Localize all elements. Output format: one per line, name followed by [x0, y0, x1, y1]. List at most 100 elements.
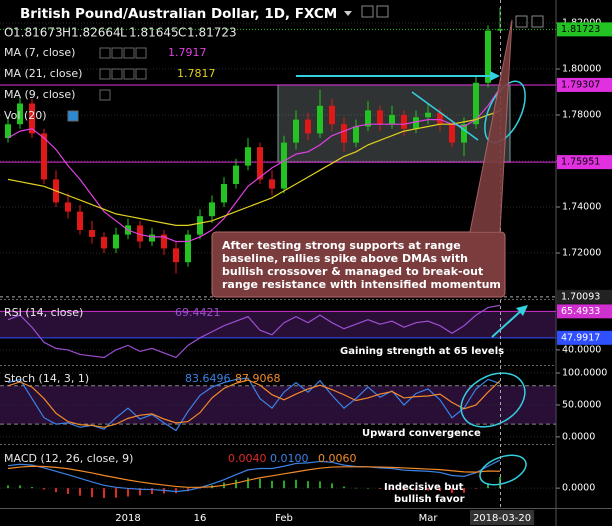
candle-body [17, 103, 23, 125]
histogram-bar [487, 483, 489, 489]
crosshair-label: 1.70093 [561, 291, 600, 302]
legend-icon [123, 47, 135, 59]
data-layer [0, 7, 556, 498]
legend-icon [135, 47, 147, 59]
y-tick-label: 0.0000 [562, 483, 595, 494]
candle-body [377, 110, 383, 125]
last-price-label: 1.81723 [561, 24, 600, 35]
candle-body [281, 142, 287, 189]
histogram-bar [91, 488, 93, 498]
candle-body [221, 184, 227, 203]
highlight-ellipse [460, 372, 526, 428]
ohlc-value: 1.81673 [13, 26, 63, 40]
histogram-bar [31, 487, 33, 489]
settings-icon[interactable] [376, 5, 389, 18]
histogram-bar [307, 481, 309, 489]
candle-body [365, 110, 371, 127]
candle-body [257, 147, 263, 180]
y-tick-label: 1.80000 [562, 64, 601, 75]
candle-body [425, 112, 431, 118]
ohlc-value: 1.82664 [71, 26, 121, 40]
annotation-text: bullish crossover & managed to break-out [222, 265, 483, 278]
moving-average [7, 87, 501, 243]
settings-icon[interactable] [361, 5, 374, 18]
candle-body [413, 117, 419, 129]
trend-line [411, 91, 479, 141]
candle-body [389, 115, 395, 125]
x-tick-label: 16 [194, 513, 207, 524]
crosshair-date-box [470, 510, 534, 525]
candle-body [5, 124, 11, 138]
candle-body [77, 211, 83, 230]
histogram-bar [259, 478, 261, 489]
histogram-bar [103, 488, 105, 498]
legend-name: MA (21, close) [4, 67, 82, 80]
x-tick-label: 2018 [115, 513, 140, 524]
histogram-bar [415, 488, 417, 491]
histogram-bar [55, 488, 57, 493]
candle-body [233, 165, 239, 184]
histogram-bar [175, 488, 177, 494]
histogram-bar [331, 483, 333, 489]
histogram-bar [115, 488, 117, 498]
annotation-text: Gaining strength at 65 levels [340, 346, 504, 357]
histogram-bar [19, 485, 21, 489]
legend-value: 87.9068 [235, 372, 281, 385]
candle-body [317, 105, 323, 134]
annotation-pointer [469, 19, 513, 233]
legend-name: MA (7, close) [4, 46, 75, 59]
settings-icon[interactable] [531, 15, 544, 28]
ohlc-letter: L [120, 26, 127, 40]
histogram-bar [355, 487, 357, 489]
histogram-bar [199, 488, 201, 489]
annotation-text: Upward convergence [362, 428, 481, 439]
candle-body [173, 248, 179, 263]
indicator-line [7, 459, 501, 493]
legend-icon [67, 110, 79, 122]
moving-average [7, 110, 501, 226]
ohlc-letter: H [62, 26, 71, 40]
level-label: 1.79307 [561, 79, 600, 90]
indicator-line [7, 465, 501, 488]
annotation-box [211, 231, 506, 298]
annotation-text: baseline, rallies spike above DMAs with [222, 252, 468, 265]
histogram-bar [43, 488, 45, 490]
candle-body [461, 124, 467, 143]
histogram-bar [247, 477, 249, 489]
candle-body [497, 29, 503, 31]
histogram-bar [79, 488, 81, 496]
candle-body [29, 103, 35, 134]
dropdown-icon[interactable] [344, 11, 352, 16]
histogram-bar [403, 488, 405, 491]
indicator-name: MA (9, close) [4, 88, 75, 101]
histogram-bar [187, 488, 189, 492]
arrow-head [490, 71, 500, 81]
legend-icon [99, 89, 111, 101]
annotation-text: range resistance with intensified moment… [222, 278, 501, 291]
candle-body [401, 115, 407, 129]
panel-title: Stoch (14, 3, 1) [4, 372, 89, 385]
y-tick-label: 0.0000 [562, 431, 595, 442]
level-label: 47.9917 [561, 332, 600, 343]
candle-body [101, 236, 107, 249]
histogram-bar [451, 488, 453, 493]
legend-value: 1.7817 [177, 67, 216, 80]
y-tick-label: 1.78000 [562, 110, 601, 121]
candle-body [89, 230, 95, 237]
y-tick-label: 100.0000 [562, 368, 607, 379]
x-tick-label: 2018-03-20 [473, 513, 531, 524]
histogram-bar [439, 488, 441, 491]
candle-body [245, 147, 251, 166]
y-tick-label: 1.72000 [562, 248, 601, 259]
histogram-bar [151, 488, 153, 495]
histogram-bar [367, 488, 369, 489]
histogram-bar [391, 488, 393, 490]
candle-body [197, 216, 203, 235]
histogram-bar [379, 488, 381, 489]
ohlc-letter: O [4, 26, 13, 40]
histogram-bar [67, 488, 69, 495]
legend-value: 83.6496 [185, 372, 231, 385]
ohlc-value: 1.81645 [129, 26, 179, 40]
legend-icon [123, 68, 135, 80]
settings-icon[interactable] [515, 15, 528, 28]
